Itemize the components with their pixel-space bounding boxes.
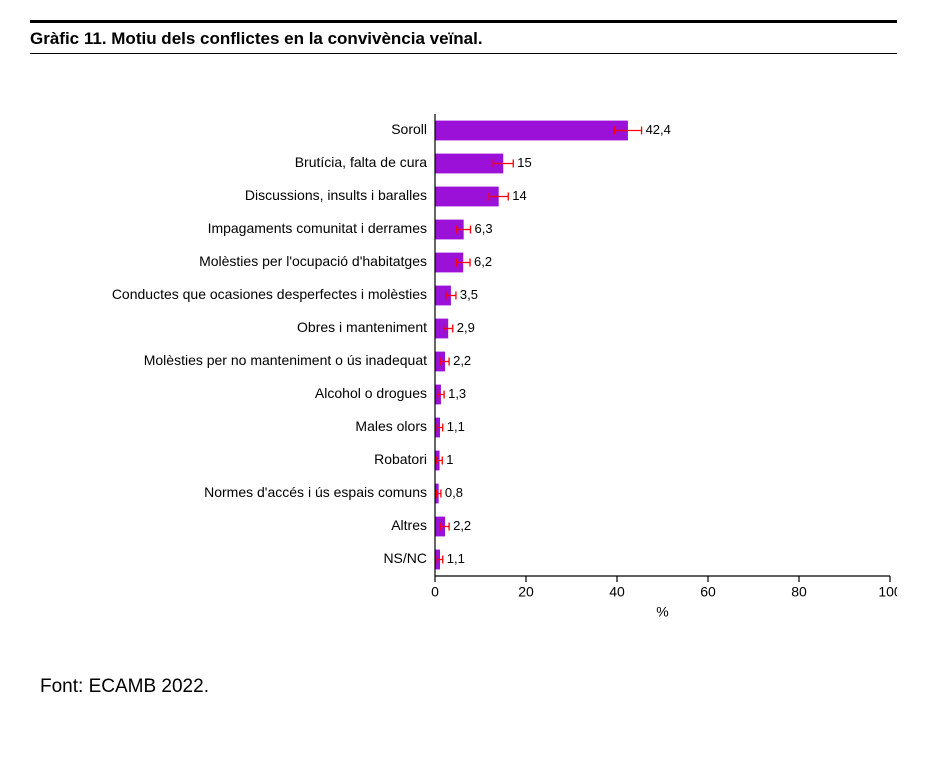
category-label: Obres i manteniment xyxy=(297,319,427,335)
value-label: 0,8 xyxy=(445,485,463,500)
value-label: 1,1 xyxy=(447,551,465,566)
chart-source: Font: ECAMB 2022. xyxy=(40,676,897,698)
category-label: Conductes que ocasiones desperfectes i m… xyxy=(112,286,427,302)
category-label: Alcohol o drogues xyxy=(315,385,427,401)
category-label: Normes d'accés i ús espais comuns xyxy=(204,484,427,500)
bar-chart: Soroll 42,4 Brutícia, falta de cura 15 Discu… xyxy=(30,104,897,636)
value-label: 3,5 xyxy=(460,287,478,302)
category-label: NS/NC xyxy=(383,550,427,566)
value-label: 6,3 xyxy=(474,221,492,236)
category-label: Molèsties per l'ocupació d'habitatges xyxy=(199,253,427,269)
value-label: 14 xyxy=(512,188,526,203)
value-label: 1,1 xyxy=(447,419,465,434)
category-label: Impagaments comunitat i derrames xyxy=(208,220,427,236)
x-tick-label: 60 xyxy=(700,583,716,599)
category-label: Discussions, insults i baralles xyxy=(245,187,427,203)
chart-title: Gràfic 11. Motiu dels conflictes en la c… xyxy=(30,23,897,54)
x-tick-label: 0 xyxy=(431,583,439,599)
value-label: 42,4 xyxy=(646,122,671,137)
x-tick-label: 20 xyxy=(518,583,534,599)
category-label: Molèsties per no manteniment o ús inadeq… xyxy=(144,352,427,368)
category-label: Males olors xyxy=(355,418,427,434)
category-label: Brutícia, falta de cura xyxy=(295,154,428,170)
category-label: Robatori xyxy=(374,451,427,467)
category-label: Soroll xyxy=(391,121,427,137)
bar xyxy=(435,121,628,141)
value-label: 2,2 xyxy=(453,518,471,533)
value-label: 1 xyxy=(446,452,453,467)
x-tick-label: 40 xyxy=(609,583,625,599)
category-label: Altres xyxy=(391,517,427,533)
x-tick-label: 100 xyxy=(878,583,897,599)
x-axis-title: % xyxy=(656,603,668,619)
value-label: 6,2 xyxy=(474,254,492,269)
value-label: 15 xyxy=(517,155,531,170)
value-label: 1,3 xyxy=(448,386,466,401)
x-tick-label: 80 xyxy=(791,583,807,599)
value-label: 2,9 xyxy=(457,320,475,335)
value-label: 2,2 xyxy=(453,353,471,368)
